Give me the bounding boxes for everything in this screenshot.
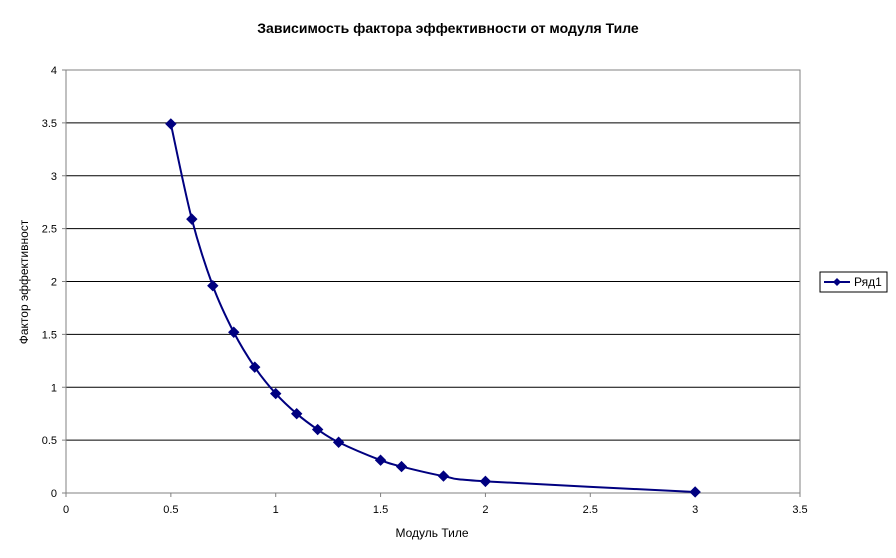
- tick-labels: 0 0.5 1 1.5 2 2.5 3 3.5 4 0 0.5 1 1.5 2 2.5 3 3.5: [42, 65, 808, 516]
- legend: Ряд1: [819, 271, 888, 293]
- x-axis-title: Модуль Тиле: [395, 526, 468, 540]
- x-tick-label-6: 3: [692, 504, 698, 516]
- data-point-0-2: [207, 280, 219, 292]
- y-tick-label-5: 2.5: [42, 224, 57, 236]
- y-tick-label-6: 3: [51, 171, 57, 183]
- y-tick-label-7: 3.5: [42, 118, 57, 130]
- legend-marker-diamond: [833, 278, 841, 286]
- y-axis-title: Фактор эффективност: [17, 219, 31, 344]
- y-tick-label-8: 4: [51, 65, 57, 77]
- data-point-0-3: [228, 326, 240, 338]
- y-tick-label-1: 0.5: [42, 435, 57, 447]
- x-tick-label-0: 0: [63, 504, 69, 516]
- legend-box: [819, 271, 888, 293]
- chart-title: Зависимость фактора эффективности от мод…: [257, 20, 639, 36]
- data-point-0-7: [311, 423, 324, 436]
- data-point-0-0: [165, 118, 177, 130]
- legend-label: Ряд1: [854, 275, 882, 289]
- y-tick-label-0: 0: [51, 488, 57, 500]
- x-tick-label-2: 1: [273, 504, 279, 516]
- data-point-0-6: [290, 407, 303, 420]
- data-point-0-12: [479, 475, 492, 488]
- x-tick-label-5: 2.5: [583, 504, 598, 516]
- x-tick-label-1: 0.5: [163, 504, 178, 516]
- x-tick-label-3: 1.5: [373, 504, 388, 516]
- data-point-0-8: [332, 436, 345, 448]
- data-point-0-10: [395, 460, 408, 473]
- y-tick-label-2: 1: [51, 382, 57, 394]
- x-tick-label-4: 2: [482, 504, 488, 516]
- gridlines: [66, 69, 800, 441]
- x-tick-label-7: 3.5: [792, 504, 807, 516]
- data-point-0-4: [249, 361, 261, 373]
- data-point-0-9: [374, 454, 387, 466]
- data-point-0-5: [270, 387, 282, 400]
- data-point-0-1: [186, 213, 198, 225]
- series-layer: [165, 118, 701, 498]
- data-point-0-11: [437, 470, 450, 482]
- y-tick-label-3: 1.5: [42, 329, 57, 341]
- series-line-0: [169, 123, 696, 493]
- y-tick-label-4: 2: [51, 277, 57, 289]
- data-point-0-13: [689, 486, 701, 498]
